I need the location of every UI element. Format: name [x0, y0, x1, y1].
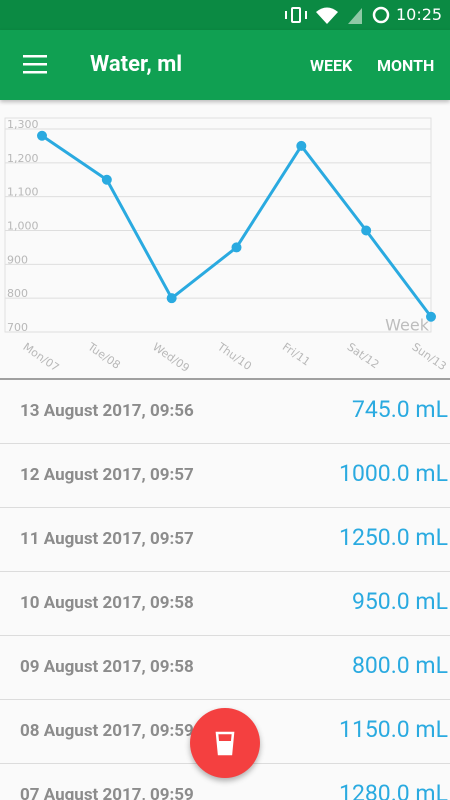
entry-date: 07 August 2017, 09:59: [20, 785, 194, 800]
entry-amount: 800.0 mL: [351, 652, 448, 679]
app-bar: Water, ml WEEK MONTH: [0, 30, 450, 100]
entry-date: 10 August 2017, 09:58: [20, 593, 194, 613]
clock: 10:25: [396, 5, 442, 24]
y-tick-label: 700: [7, 321, 28, 334]
glass-icon: [215, 731, 235, 756]
entry-amount: 1280.0 mL: [339, 780, 448, 800]
entry-date: 08 August 2017, 09:59: [20, 721, 194, 741]
point: [101, 174, 112, 185]
entry-date: 11 August 2017, 09:57: [20, 529, 194, 549]
annotation: Week: [385, 316, 430, 335]
entry-amount: 1250.0 mL: [339, 524, 448, 551]
point: [296, 140, 307, 151]
add-button[interactable]: [190, 708, 260, 778]
entry-row[interactable]: 10 August 2017, 09:58 950.0 mL: [0, 572, 450, 636]
y-tick-label: 900: [7, 253, 28, 266]
y-tick-label: 1,000: [7, 220, 39, 233]
entry-row[interactable]: 09 August 2017, 09:58 800.0 mL: [0, 636, 450, 700]
menu-button[interactable]: [23, 55, 47, 75]
entry-amount: 745.0 mL: [351, 396, 448, 423]
tab[interactable]: MONTH: [377, 56, 435, 75]
entry-row[interactable]: 11 August 2017, 09:57 1250.0 mL: [0, 508, 450, 572]
point: [166, 293, 177, 304]
point: [426, 311, 436, 322]
entry-list: 13 August 2017, 09:56 745.0 mL 12 August 2…: [0, 380, 450, 800]
tab[interactable]: WEEK: [310, 56, 353, 75]
entry-amount: 950.0 mL: [351, 588, 448, 615]
y-tick-label: 800: [7, 287, 28, 300]
y-tick-label: 1,100: [7, 186, 39, 199]
entry-amount: 1150.0 mL: [339, 716, 448, 743]
entry-row[interactable]: 07 August 2017, 09:59 1280.0 mL: [0, 764, 450, 800]
point: [37, 130, 47, 141]
point: [361, 225, 372, 236]
entry-date: 12 August 2017, 09:57: [20, 465, 194, 485]
entry-row[interactable]: 12 August 2017, 09:57 1000.0 mL: [0, 444, 450, 508]
point: [231, 242, 242, 253]
entry-date: 13 August 2017, 09:56: [20, 401, 194, 421]
y-tick-label: 1,200: [7, 152, 39, 165]
app-title: Water, ml: [90, 52, 183, 77]
entry-amount: 1000.0 mL: [339, 460, 448, 487]
y-tick-label: 1,300: [7, 118, 39, 131]
entry-date: 09 August 2017, 09:58: [20, 657, 194, 677]
status-icons: 10:25: [285, 5, 442, 24]
status-bar: 10:25: [0, 0, 450, 30]
entry-row[interactable]: 13 August 2017, 09:56 745.0 mL: [0, 380, 450, 444]
